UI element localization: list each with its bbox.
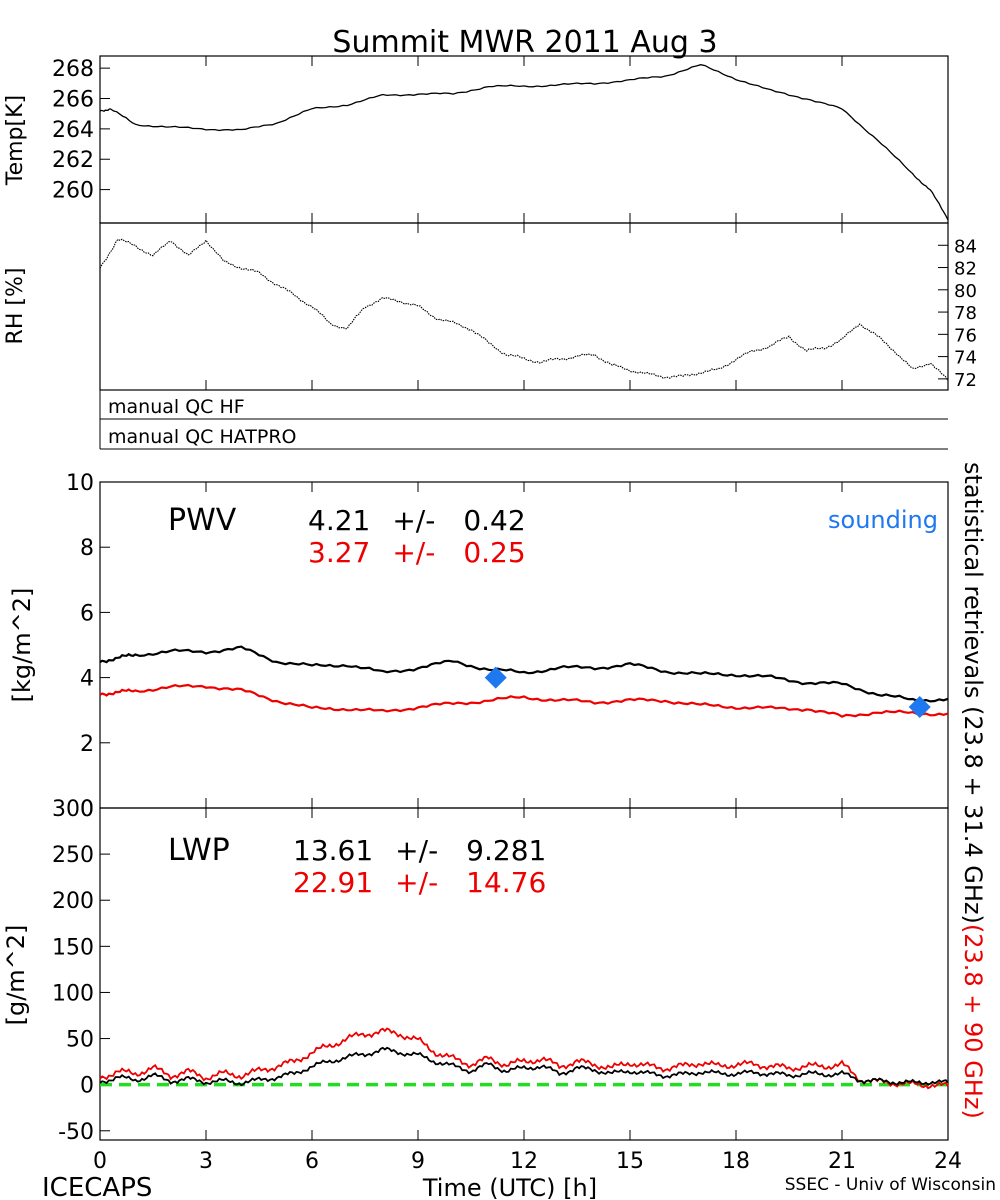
temp-y-label: Temp[K]: [3, 95, 28, 186]
x-tick-label: 9: [411, 1149, 425, 1174]
pwv-y-axis: 0 2 4 6 8 10: [66, 471, 110, 822]
x-tick-label: 3: [199, 1149, 213, 1174]
temp-panel: 260 262 264 266 268 Temp[K]: [3, 55, 949, 224]
x-tick-label: 21: [828, 1149, 856, 1174]
lwp-mean-red: 22.91: [293, 866, 373, 899]
lwp-ytick-label: 150: [52, 935, 94, 960]
lwp-std-red: 14.76: [466, 866, 546, 899]
pwv-pm-red: +/-: [392, 536, 435, 569]
pwv-x-ticks: [99, 482, 949, 808]
lwp-label: LWP: [168, 833, 230, 868]
pwv-ytick-label: 2: [80, 732, 94, 757]
right-vertical-label: statistical retrievals (23.8 + 31.4 GHz)…: [959, 462, 987, 1119]
sounding-marker: [484, 666, 507, 689]
sounding-marker: [908, 695, 931, 718]
qc-hatpro-label: manual QC HATPRO: [108, 426, 297, 448]
x-tick-label: 6: [305, 1149, 319, 1174]
x-tick-label: 24: [934, 1149, 962, 1174]
temp-ytick-label: 260: [52, 179, 94, 204]
footer-right: SSEC - Univ of Wisconsin: [785, 1175, 996, 1195]
pwv-y-label: [kg/m^2]: [8, 588, 36, 703]
right-label-black: statistical retrievals (23.8 + 31.4 GHz): [959, 462, 987, 924]
rh-ytick-label: 74: [954, 348, 977, 369]
temp-ytick-label: 268: [52, 57, 94, 82]
rh-ytick-label: 76: [954, 325, 977, 346]
pwv-stat-black: 4.21 +/- 0.42: [308, 504, 526, 537]
lwp-y-axis: -50 0 50 100 150 200 250 300: [52, 797, 110, 1145]
lwp-ytick-label: 250: [52, 843, 94, 868]
pwv-std-red: 0.25: [463, 536, 525, 569]
rh-ytick-label: 80: [954, 281, 977, 302]
pwv-ytick-label: 4: [80, 667, 94, 692]
figure-title: Summit MWR 2011 Aug 3: [332, 25, 717, 60]
x-axis-tick-labels: 0 3 6 9 12 15 18 21 24: [93, 1149, 962, 1174]
pwv-std-black: 0.42: [463, 504, 525, 537]
lwp-ytick-label: 50: [66, 1028, 94, 1053]
temp-x-ticks: [99, 56, 949, 223]
lwp-ytick-label: -50: [58, 1120, 94, 1145]
footer-center: Time (UTC) [h]: [422, 1174, 597, 1200]
x-tick-label: 0: [93, 1149, 107, 1174]
rh-ytick-label: 78: [954, 303, 977, 324]
lwp-pm-black: +/-: [395, 834, 438, 867]
sounding-legend: sounding: [828, 506, 938, 534]
right-label-red: (23.8 + 90 GHz): [959, 924, 987, 1119]
rh-ytick-label: 84: [954, 236, 977, 257]
x-tick-label: 18: [722, 1149, 750, 1174]
lwp-y-label: [g/m^2]: [2, 925, 30, 1026]
pwv-ytick-label: 6: [80, 601, 94, 626]
pwv-series-black-line: [99, 645, 949, 703]
lwp-mean-black: 13.61: [293, 834, 373, 867]
temp-plot-frame: [99, 55, 949, 224]
lwp-pm-red: +/-: [395, 866, 438, 899]
lwp-series-black-line: [99, 1046, 949, 1087]
lwp-ytick-label: 100: [52, 981, 94, 1006]
pwv-mean-black: 4.21: [308, 504, 370, 537]
rh-plot-frame: [99, 222, 949, 391]
rh-x-ticks: [99, 223, 949, 390]
rh-series-line: [99, 238, 949, 382]
x-tick-label: 15: [616, 1149, 644, 1174]
pwv-ytick-label: 10: [66, 471, 94, 496]
lwp-stat-red: 22.91 +/- 14.76: [293, 866, 546, 899]
lwp-x-ticks: [99, 808, 949, 1140]
x-tick-label: 12: [510, 1149, 538, 1174]
rh-y-label: RH [%]: [3, 268, 28, 345]
pwv-mean-red: 3.27: [308, 536, 370, 569]
footer-left: ICECAPS: [42, 1173, 152, 1200]
pwv-series-red-line: [99, 683, 949, 718]
pwv-ytick-label: 0: [80, 797, 94, 822]
rh-ytick-label: 72: [954, 370, 977, 391]
pwv-ytick-label: 8: [80, 536, 94, 561]
qc-hf-label: manual QC HF: [108, 396, 245, 418]
temp-series-line: [99, 64, 949, 221]
temp-ytick-label: 266: [52, 88, 94, 113]
pwv-pm-black: +/-: [392, 504, 435, 537]
rh-ytick-label: 82: [954, 259, 977, 280]
lwp-series-red-line: [99, 1027, 949, 1090]
lwp-ytick-label: 300: [52, 797, 94, 822]
temp-ytick-label: 264: [52, 118, 94, 143]
pwv-label: PWV: [168, 503, 237, 538]
pwv-stat-red: 3.27 +/- 0.25: [308, 536, 526, 569]
temp-ytick-label: 262: [52, 148, 94, 173]
lwp-ytick-label: 200: [52, 889, 94, 914]
temp-y-axis: 260 262 264 266 268: [52, 57, 110, 204]
lwp-std-black: 9.281: [466, 834, 546, 867]
pwv-panel: 0 2 4 6 8 10 PWV 4.21 +/- 0.42 3.27 +/- 0.25 soun…: [8, 471, 949, 822]
sounding-markers: [484, 666, 931, 718]
lwp-ytick-label: 0: [80, 1074, 94, 1099]
lwp-stat-black: 13.61 +/- 9.281: [293, 834, 546, 867]
qc-section: manual QC HF manual QC HATPRO: [99, 390, 948, 450]
